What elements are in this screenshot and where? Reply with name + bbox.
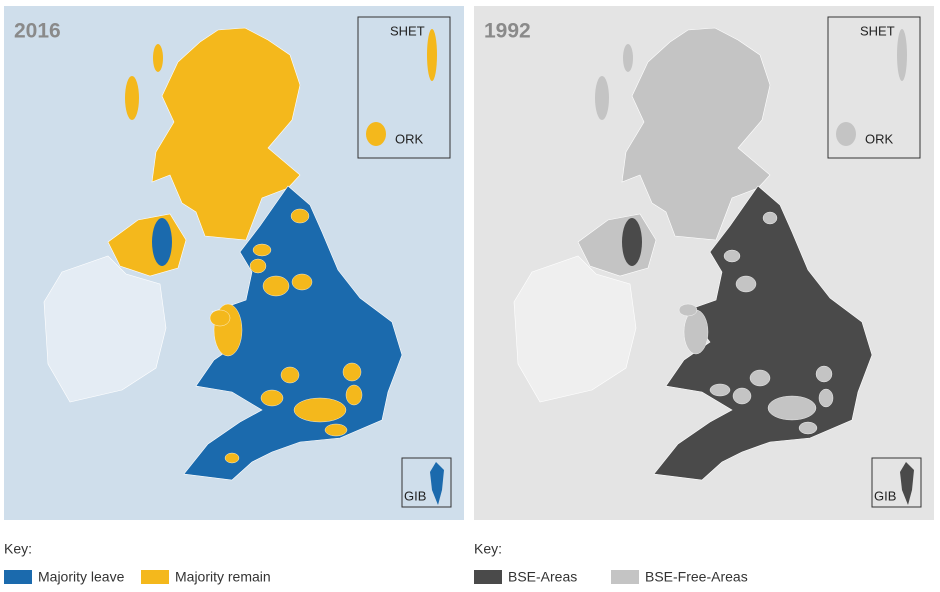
ireland — [513, 255, 637, 403]
key-title: Key: — [474, 541, 502, 557]
inset-label: ORK — [395, 131, 424, 146]
gibraltar — [900, 462, 914, 505]
key-title: Key: — [4, 541, 32, 557]
legend-label: Majority remain — [175, 569, 271, 585]
orkney — [836, 122, 856, 146]
area-region — [732, 387, 752, 405]
northern-ireland-area — [622, 218, 642, 266]
inset-label: SHET — [860, 23, 895, 38]
area-region — [345, 384, 363, 406]
legend-label: Majority leave — [38, 569, 125, 585]
legend-swatch — [141, 570, 169, 584]
scotland — [621, 27, 771, 241]
shetland — [897, 29, 907, 81]
area-region — [293, 397, 347, 423]
map-panel: 2016 SHET ORK GIB Key: Majority leave Majority… — [4, 6, 464, 585]
area-region — [291, 273, 313, 291]
inset-label: GIB — [404, 488, 426, 503]
area-region — [262, 275, 290, 297]
area-region — [749, 369, 771, 387]
legend-swatch — [4, 570, 32, 584]
area-region — [735, 275, 757, 293]
area-region — [709, 383, 731, 397]
area-region — [683, 309, 709, 355]
year-label: 2016 — [14, 20, 61, 43]
orkney — [366, 122, 386, 146]
area-region — [260, 389, 284, 407]
area-region — [762, 211, 778, 225]
western-isles — [125, 76, 139, 120]
inset-label: ORK — [865, 131, 894, 146]
map-panel: 1992 SHET ORK GIB Key: BSE-Areas BSE-Free-Area… — [474, 6, 934, 585]
inset-label: SHET — [390, 23, 425, 38]
area-region — [342, 362, 362, 382]
area-region — [224, 452, 240, 464]
highlands-isle — [623, 44, 633, 72]
area-region — [209, 309, 231, 327]
area-region — [324, 423, 348, 437]
area-region — [280, 366, 300, 384]
area-region — [798, 421, 818, 435]
legend-label: BSE-Free-Areas — [645, 569, 748, 585]
shetland — [427, 29, 437, 81]
area-region — [815, 365, 833, 383]
inset-box — [871, 457, 922, 508]
inset-box — [827, 16, 921, 159]
area-region — [678, 303, 698, 317]
area-region — [290, 208, 310, 224]
highlands-isle — [153, 44, 163, 72]
year-label: 1992 — [484, 20, 531, 43]
gibraltar — [430, 462, 444, 505]
area-region — [252, 243, 272, 257]
northern-ireland-area — [152, 218, 172, 266]
legend-swatch — [611, 570, 639, 584]
western-isles — [595, 76, 609, 120]
legend-swatch — [474, 570, 502, 584]
legend-label: BSE-Areas — [508, 569, 577, 585]
area-region — [767, 395, 817, 421]
area-region — [249, 258, 267, 274]
area-region — [818, 388, 834, 408]
inset-box — [357, 16, 451, 159]
inset-label: GIB — [874, 488, 896, 503]
ireland — [43, 255, 167, 403]
scotland — [151, 27, 301, 241]
area-region — [723, 249, 741, 263]
inset-box — [401, 457, 452, 508]
